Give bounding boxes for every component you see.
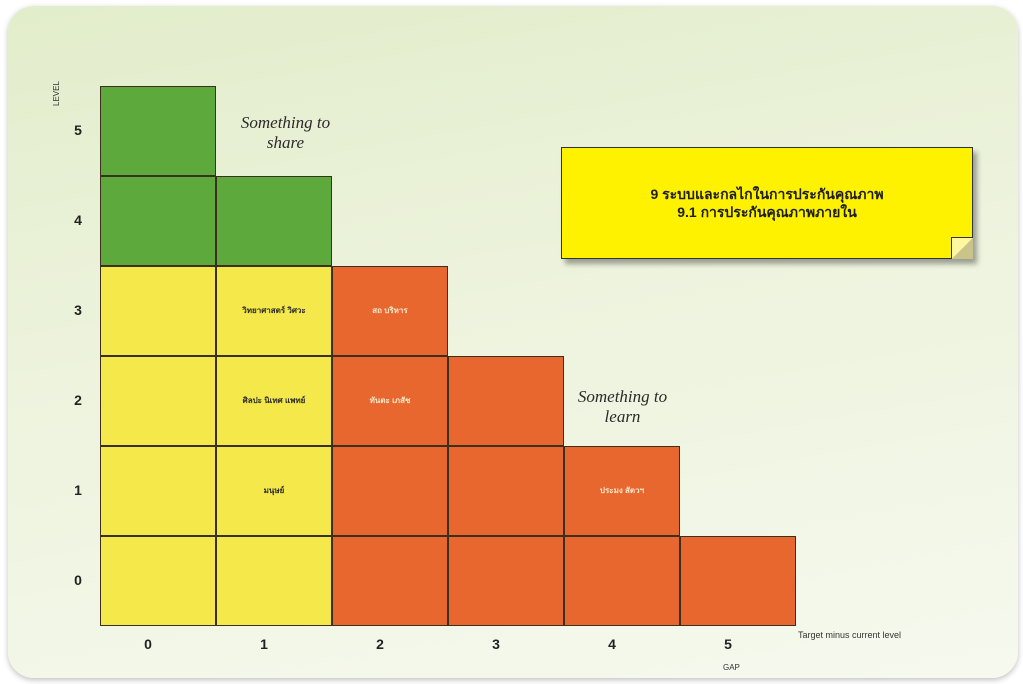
y-tick-4: 4 [74, 212, 82, 228]
cell-label-gap1-level2: ศิลปะ นิเทศ แพทย์ [242, 396, 306, 405]
diagram-slide: วิทยาศาสตร์ วิศวะศิลปะ นิเทศ แพทย์มนุษย์… [8, 6, 1018, 678]
grid-cell-gap1-level1 [216, 446, 332, 536]
gap-axis-label: GAP [723, 663, 740, 672]
something-to-share-annotation: Something to share [240, 113, 331, 152]
x-axis-label: Target minus current level [798, 630, 902, 640]
cell-label-gap4-level1: ประมง สัตวฯ [599, 486, 645, 495]
y-axis-label: LEVEL [52, 81, 61, 106]
x-tick-2: 2 [376, 636, 384, 652]
grid-cell-gap1-level3 [216, 266, 332, 356]
y-tick-5: 5 [74, 122, 82, 138]
grid-cell-gap1-level2 [216, 356, 332, 446]
sticky-note-title: 9 ระบบและกลไกในการประกันคุณภาพ [650, 186, 884, 202]
grid-cell-gap2-level0 [332, 536, 448, 626]
x-tick-3: 3 [492, 636, 500, 652]
grid-cell-gap0-level0 [100, 536, 216, 626]
x-tick-4: 4 [608, 636, 616, 652]
grid-cell-gap0-level4 [100, 176, 216, 266]
cell-label-gap2-level2: ทันตะ เภสัช [369, 396, 411, 405]
grid-cell-gap0-level5 [100, 86, 216, 176]
something-to-learn-annotation: Something to learn [577, 387, 668, 426]
grid-cell-gap3-level0 [448, 536, 564, 626]
grid-cell-gap2-level3 [332, 266, 448, 356]
y-tick-0: 0 [74, 572, 82, 588]
x-tick-5: 5 [724, 636, 732, 652]
grid-cell-gap2-level1 [332, 446, 448, 536]
x-tick-1: 1 [260, 636, 268, 652]
y-tick-3: 3 [74, 302, 82, 318]
grid-cell-gap5-level0 [680, 536, 796, 626]
grid-cell-gap1-level0 [216, 536, 332, 626]
grid-cell-gap0-level2 [100, 356, 216, 446]
y-tick-1: 1 [74, 482, 82, 498]
grid-cell-gap0-level1 [100, 446, 216, 536]
grid-cell-gap3-level1 [448, 446, 564, 536]
grid-cell-gap3-level2 [448, 356, 564, 446]
cell-label-gap1-level1: มนุษย์ [263, 486, 285, 495]
grid-cell-gap4-level1 [564, 446, 680, 536]
cell-label-gap1-level3: วิทยาศาสตร์ วิศวะ [242, 306, 306, 315]
grid-cell-gap0-level3 [100, 266, 216, 356]
cell-label-gap2-level3: สถ บริหาร [372, 306, 408, 315]
x-tick-0: 0 [144, 636, 152, 652]
sticky-note-subtitle: 9.1 การประกันคุณภาพภายใน [677, 204, 857, 220]
grid-cell-gap2-level2 [332, 356, 448, 446]
gap-matrix: วิทยาศาสตร์ วิศวะศิลปะ นิเทศ แพทย์มนุษย์… [8, 6, 1018, 678]
sticky-note: 9 ระบบและกลไกในการประกันคุณภาพ 9.1 การปร… [561, 147, 973, 259]
folded-corner-icon [951, 237, 973, 259]
grid-cell-gap4-level0 [564, 536, 680, 626]
grid-cell-gap1-level4 [216, 176, 332, 266]
y-tick-2: 2 [74, 392, 82, 408]
